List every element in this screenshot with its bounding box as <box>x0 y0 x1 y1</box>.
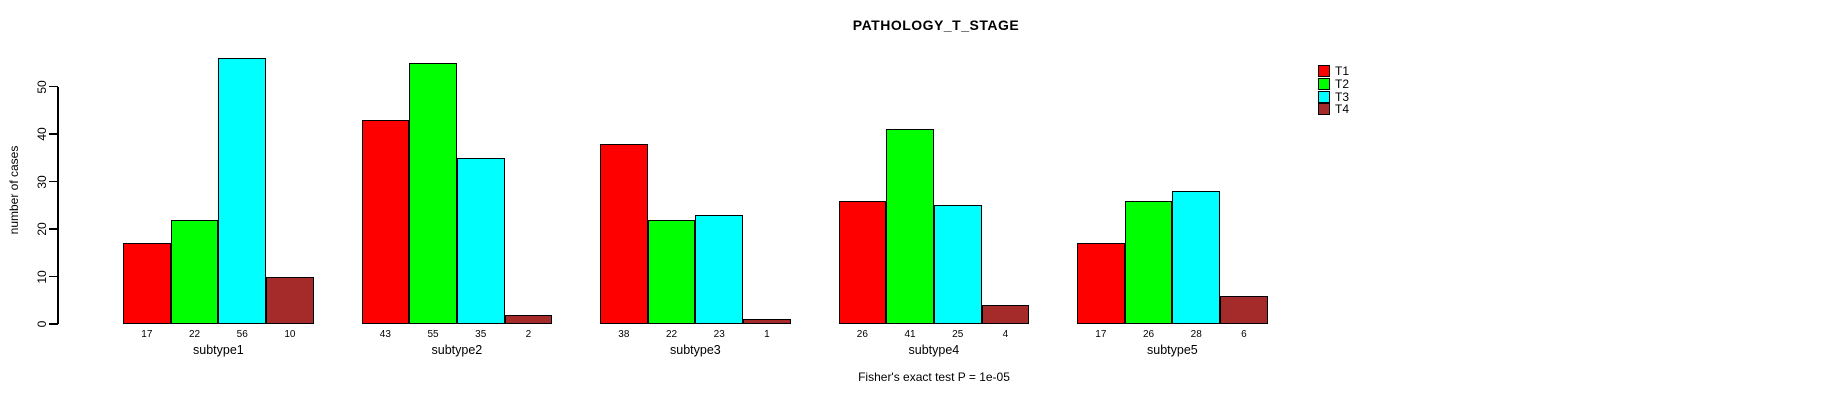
fisher-test-annotation: Fisher's exact test P = 1e-05 <box>858 370 1010 384</box>
y-axis-tick <box>49 180 58 183</box>
bar-T4-subtype2 <box>504 314 553 324</box>
legend-label-T2: T2 <box>1335 77 1350 92</box>
y-axis-line <box>57 86 59 324</box>
legend-swatch-T1 <box>1318 65 1330 78</box>
bar-T3-subtype4 <box>933 205 982 324</box>
legend: T1 T2 T3 T4 <box>1318 65 1349 116</box>
bar-value-label-T1-subtype1: 17 <box>141 329 153 340</box>
y-axis-tick-label: 40 <box>35 127 49 141</box>
legend-row-T3: T3 <box>1318 90 1349 103</box>
bar-value-label-T3-subtype3: 23 <box>713 329 725 340</box>
bar-T2-subtype4 <box>886 129 934 324</box>
bar-T1-subtype2 <box>361 119 410 324</box>
bar-T2-subtype2 <box>409 62 457 324</box>
bar-T3-subtype3 <box>695 214 744 324</box>
y-axis-tick <box>49 85 58 88</box>
legend-swatch-T4 <box>1318 103 1330 116</box>
bar-value-label-T3-subtype1: 56 <box>236 329 248 340</box>
bar-value-label-T4-subtype3: 1 <box>764 329 770 340</box>
bar-T4-subtype3 <box>743 319 791 324</box>
bar-value-label-T3-subtype4: 25 <box>952 329 964 340</box>
bar-T2-subtype1 <box>170 219 219 324</box>
y-axis-tick <box>49 228 58 230</box>
legend-row-T4: T4 <box>1318 103 1349 116</box>
bar-T3-subtype5 <box>1172 191 1221 324</box>
category-label-subtype4: subtype4 <box>908 343 960 357</box>
bar-T3-subtype2 <box>456 157 505 324</box>
bar-T4-subtype4 <box>981 305 1030 324</box>
bar-value-label-T2-subtype1: 22 <box>188 329 201 340</box>
bar-value-label-T1-subtype4: 26 <box>856 329 868 340</box>
bar-value-label-T2-subtype4: 41 <box>904 329 916 340</box>
bar-value-label-T1-subtype3: 38 <box>618 329 630 340</box>
bar-value-label-T3-subtype5: 28 <box>1190 329 1202 340</box>
bar-value-label-T2-subtype5: 26 <box>1142 329 1155 340</box>
bar-T4-subtype5 <box>1220 295 1268 324</box>
bar-value-label-T2-subtype2: 55 <box>427 329 439 340</box>
legend-row-T1: T1 <box>1318 65 1349 78</box>
y-axis-tick-label: 30 <box>35 174 49 189</box>
legend-swatch-T2 <box>1318 78 1330 91</box>
legend-row-T2: T2 <box>1318 78 1349 91</box>
bar-T4-subtype1 <box>266 276 314 324</box>
legend-swatch-T3 <box>1318 90 1330 103</box>
y-axis-tick-label: 50 <box>35 79 49 94</box>
y-axis-title: number of cases <box>7 145 21 235</box>
bar-T3-subtype1 <box>218 58 267 324</box>
y-axis-tick <box>49 275 58 278</box>
y-axis-tick-label: 0 <box>35 320 49 328</box>
bar-value-label-T4-subtype2: 2 <box>525 329 532 340</box>
y-axis-tick-label: 20 <box>35 222 49 236</box>
bar-value-label-T4-subtype5: 6 <box>1241 329 1247 340</box>
bar-T1-subtype4 <box>838 200 887 324</box>
legend-label-T1: T1 <box>1335 64 1350 79</box>
category-label-subtype3: subtype3 <box>670 343 721 357</box>
legend-label-T4: T4 <box>1335 102 1350 117</box>
category-label-subtype1: subtype1 <box>193 343 244 357</box>
bar-value-label-T4-subtype1: 10 <box>284 329 296 340</box>
bar-value-label-T4-subtype4: 4 <box>1002 329 1009 340</box>
category-label-subtype2: subtype2 <box>431 343 483 357</box>
category-label-subtype5: subtype5 <box>1147 343 1198 357</box>
y-axis-tick-label: 10 <box>35 269 49 284</box>
bar-value-label-T3-subtype2: 35 <box>475 329 487 340</box>
y-axis-tick <box>49 133 58 135</box>
bar-T2-subtype3 <box>647 219 696 324</box>
bar-T1-subtype3 <box>600 143 648 324</box>
legend-label-T3: T3 <box>1335 89 1350 104</box>
bar-value-label-T2-subtype3: 22 <box>665 329 678 340</box>
chart-title: PATHOLOGY_T_STAGE <box>852 17 1020 33</box>
bar-T1-subtype5 <box>1077 243 1125 324</box>
bar-T2-subtype5 <box>1124 200 1173 324</box>
y-axis-tick <box>49 323 58 325</box>
bar-value-label-T1-subtype2: 43 <box>379 329 391 340</box>
bar-T1-subtype1 <box>123 243 171 324</box>
bar-value-label-T1-subtype5: 17 <box>1095 329 1107 340</box>
